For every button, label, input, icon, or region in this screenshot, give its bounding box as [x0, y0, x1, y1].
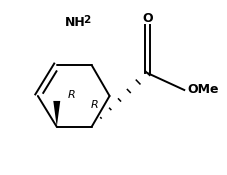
Text: NH: NH — [65, 16, 86, 29]
Text: OMe: OMe — [187, 83, 219, 96]
Polygon shape — [53, 101, 60, 127]
Text: 2: 2 — [83, 15, 90, 25]
Text: R: R — [91, 100, 99, 110]
Text: R: R — [68, 90, 76, 100]
Text: O: O — [142, 12, 153, 25]
